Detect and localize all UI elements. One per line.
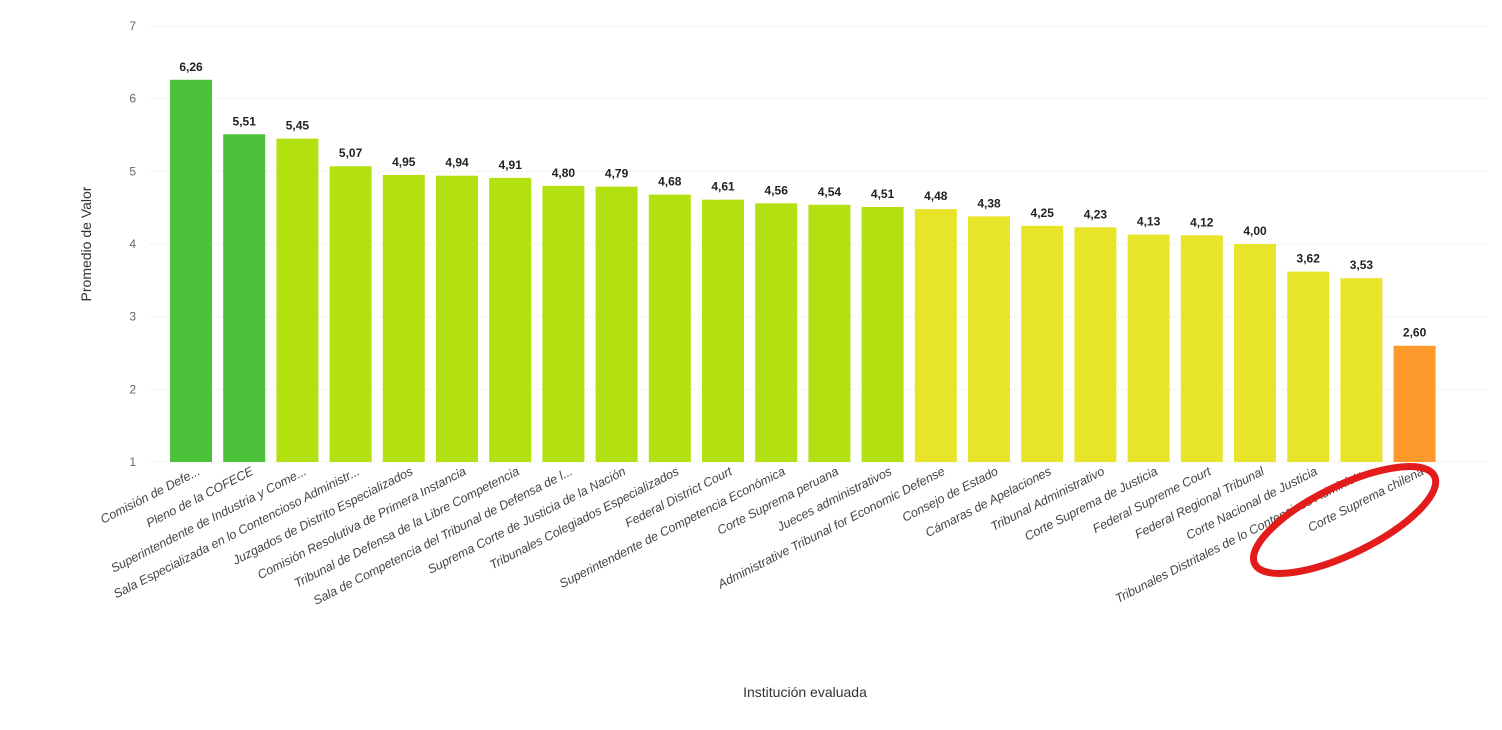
data-label: 4,91 [499,158,523,172]
bar [648,194,691,462]
data-label: 4,80 [552,166,576,180]
bar [755,203,798,462]
data-label: 4,25 [1031,206,1055,220]
bar [968,216,1010,462]
y-tick-label: 3 [129,310,136,324]
y-axis-title: Promedio de Valor [78,186,94,301]
bar [1340,278,1383,462]
bar [223,134,266,463]
bar [1287,271,1330,462]
data-label: 4,61 [711,180,735,194]
data-label: 4,13 [1137,215,1161,229]
category-labels: Comisión de Defe...Pleno de la COFECESup… [98,464,1426,608]
data-label: 6,26 [179,60,203,74]
bar [1393,345,1436,462]
y-tick-label: 1 [129,455,136,469]
highlight-ellipse [1249,463,1440,577]
data-label: 4,95 [392,155,416,169]
data-label: 4,54 [818,185,842,199]
data-label: 3,62 [1297,252,1321,266]
x-axis-title: Institución evaluada [743,684,867,700]
bar [702,199,744,462]
data-label: 4,68 [658,175,682,189]
bar [489,177,532,462]
data-label: 2,60 [1403,326,1427,340]
bar [595,186,638,463]
data-label: 4,56 [765,183,789,197]
data-label: 5,07 [339,146,363,160]
bar [436,175,478,462]
data-label: 5,45 [286,119,310,133]
bar [914,209,957,462]
bar [808,204,851,462]
bar [1021,225,1064,462]
y-tick-label: 6 [129,92,136,106]
y-tick-label: 5 [129,164,136,178]
data-label: 4,38 [977,196,1001,210]
bars [170,79,1436,463]
y-tick-label: 2 [129,382,136,396]
data-label: 4,51 [871,187,895,201]
data-label: 5,51 [233,114,257,128]
bar [276,138,319,462]
y-tick-label: 4 [129,237,136,251]
bar [382,174,425,462]
bar [861,206,904,462]
bar [1127,234,1170,462]
y-tick-label: 7 [129,19,136,33]
bar [1074,227,1117,462]
bar [170,79,212,463]
highlight-annotation [1249,463,1440,577]
bar [1234,244,1276,462]
bar [1180,235,1223,462]
bar [329,166,372,462]
data-label: 4,79 [605,167,629,181]
value-labels: 6,26 5,51 5,45 5,07 4,95 4,94 4,91 4,80 4,79 4,68… [179,60,1426,340]
data-label: 4,12 [1190,215,1214,229]
data-label: 4,00 [1243,224,1267,238]
data-label: 3,53 [1350,258,1374,272]
bar [542,185,585,462]
data-label: 4,23 [1084,207,1108,221]
data-label: 4,48 [924,189,948,203]
data-label: 4,94 [445,156,469,170]
y-axis-ticks: 1 2 3 4 5 6 7 [129,19,136,469]
